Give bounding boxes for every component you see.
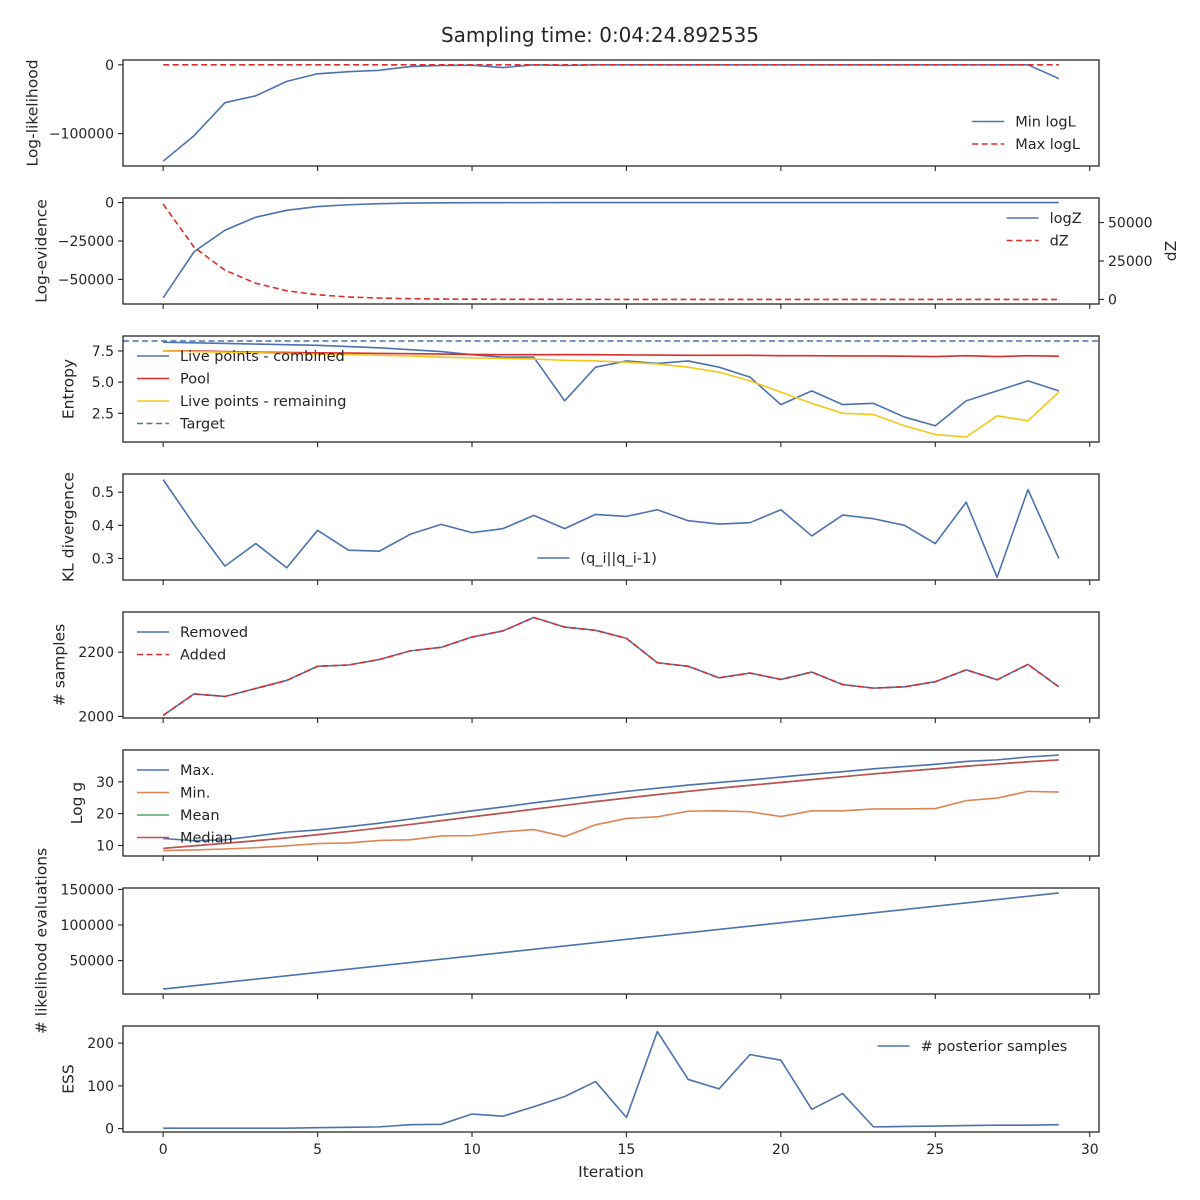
panel-1: 0 −100000 Log-likelihood Min logL Max logL (24, 58, 1100, 171)
legend: logZ dZ (1006, 211, 1082, 250)
panel-5: 2000 2200 # samples Removed Added (50, 611, 1100, 725)
series-line-dz (162, 203, 1059, 301)
x-tick-label: 5 (313, 1142, 322, 1158)
panel-8: 0 5 10 15 20 25 30 0 100 200 ESS Iteration # posteri… (59, 1025, 1100, 1181)
y-tick-label: 100 (87, 1079, 114, 1095)
legend-label: Median (180, 831, 233, 847)
y-tick-label: 2200 (78, 645, 114, 661)
y-tick-label: 200 (87, 1036, 114, 1052)
legend-label: Removed (180, 625, 248, 641)
legend-label: # posterior samples (921, 1039, 1068, 1055)
axes-frame (122, 887, 1100, 995)
y-tick-label: −25000 (58, 234, 114, 250)
legend-label: Max logL (1015, 137, 1080, 153)
panel-3: 2.5 5.0 7.5 Entropy Live points - combined Po… (59, 335, 1100, 447)
legend-label: Mean (180, 808, 220, 824)
y-tick-label: 2000 (78, 709, 114, 725)
y-right-tick-label: 0 (1108, 292, 1117, 308)
axes-frame (122, 197, 1100, 305)
x-tick-label: 10 (463, 1142, 481, 1158)
x-tick-label: 30 (1081, 1142, 1099, 1158)
axes-frame (122, 1025, 1100, 1133)
y-tick-label: 0.3 (92, 551, 114, 567)
series-line-live-points-combined (163, 341, 1060, 427)
legend-label: Min. (180, 786, 210, 802)
panel-7: 50000 100000 150000 # likelihood evaluation… (33, 848, 1100, 1034)
legend: # posterior samples (877, 1039, 1068, 1055)
y-tick-label: 100000 (61, 918, 114, 934)
y-axis-label: # samples (50, 624, 68, 706)
y-tick-label: 0 (105, 58, 114, 74)
y-tick-label: −50000 (58, 272, 114, 288)
y-axis-label: Log-likelihood (24, 59, 42, 166)
y-axis-label: KL divergence (59, 472, 77, 582)
y-tick-label: 0.5 (92, 485, 114, 501)
legend-label: (q_i||q_i-1) (580, 551, 657, 567)
y-tick-label: 20 (96, 807, 114, 823)
series-line-q-i-q-i-1 (162, 479, 1060, 579)
legend-label: dZ (1050, 234, 1069, 250)
x-tick-label: 20 (772, 1142, 790, 1158)
y-tick-label: 2.5 (92, 406, 114, 422)
series-line-pool (163, 350, 1059, 358)
y-axis-label: Log-evidence (33, 199, 51, 303)
y-axis-label: Log g (68, 782, 86, 824)
series-line-min (163, 790, 1059, 852)
x-tick-label: 15 (618, 1142, 636, 1158)
legend-label: logZ (1050, 211, 1082, 227)
y-tick-label: 0 (105, 196, 114, 212)
legend: Min logL Max logL (972, 115, 1080, 153)
series-line-series-1 (163, 892, 1059, 990)
y-tick-label: 50000 (69, 954, 114, 970)
series-line-median (163, 759, 1059, 850)
series-line-posterior-samples (163, 1030, 1059, 1129)
legend: Live points - combined Pool Live points - … (137, 349, 346, 433)
y-tick-label: 30 (96, 775, 114, 791)
y-tick-label: 10 (96, 838, 114, 854)
panel-4: 0.3 0.4 0.5 KL divergence (q_i||q_i-1) (59, 472, 1100, 585)
x-axis-label: Iteration (578, 1163, 644, 1181)
axes-frame (122, 473, 1100, 581)
series-line-added (162, 616, 1060, 717)
y-tick-label: 5.0 (92, 375, 114, 391)
legend-label: Added (180, 648, 226, 664)
legend-label: Live points - combined (180, 349, 345, 365)
figure-title: Sampling time: 0:04:24.892535 (441, 23, 759, 47)
y-axis-label-right: dZ (1162, 241, 1180, 261)
legend-label: Min logL (1015, 115, 1076, 131)
legend-label: Pool (180, 372, 210, 388)
series-line-max (163, 754, 1059, 842)
y-tick-label: 0.4 (92, 518, 114, 534)
y-axis-label: ESS (59, 1064, 77, 1093)
legend-label: Target (179, 417, 225, 433)
legend-label: Max. (180, 763, 215, 779)
axes-frame (122, 611, 1100, 719)
axes-frame (122, 749, 1100, 857)
x-tick-label: 0 (159, 1142, 168, 1158)
y-tick-label: 7.5 (92, 344, 114, 360)
legend: Removed Added (137, 625, 248, 664)
legend: (q_i||q_i-1) (537, 551, 657, 567)
y-right-tick-label: 50000 (1108, 216, 1153, 232)
x-tick-label: 25 (926, 1142, 944, 1158)
y-right-tick-label: 25000 (1108, 254, 1153, 270)
panel-6: 10 20 30 Log g Max. Min. Mean Median (68, 749, 1100, 861)
y-axis-label: # likelihood evaluations (33, 848, 51, 1034)
y-tick-label: 0 (105, 1122, 114, 1138)
panels: 0 −100000 Log-likelihood Min logL Max logL 0 −… (24, 58, 1180, 1181)
axes-frame (122, 59, 1100, 167)
legend-label: Live points - remaining (180, 394, 346, 410)
axes-frame (122, 335, 1100, 443)
y-axis-label: Entropy (59, 359, 77, 419)
panel-2: 0 −25000 −50000 0 25000 50000 dZ Log-evidence lo… (33, 196, 1180, 309)
series-line-logz (162, 201, 1059, 299)
legend: Max. Min. Mean Median (137, 763, 233, 847)
y-tick-label: 150000 (61, 882, 114, 898)
y-tick-label: −100000 (49, 127, 114, 143)
series-line-live-points-remaining (163, 350, 1060, 438)
